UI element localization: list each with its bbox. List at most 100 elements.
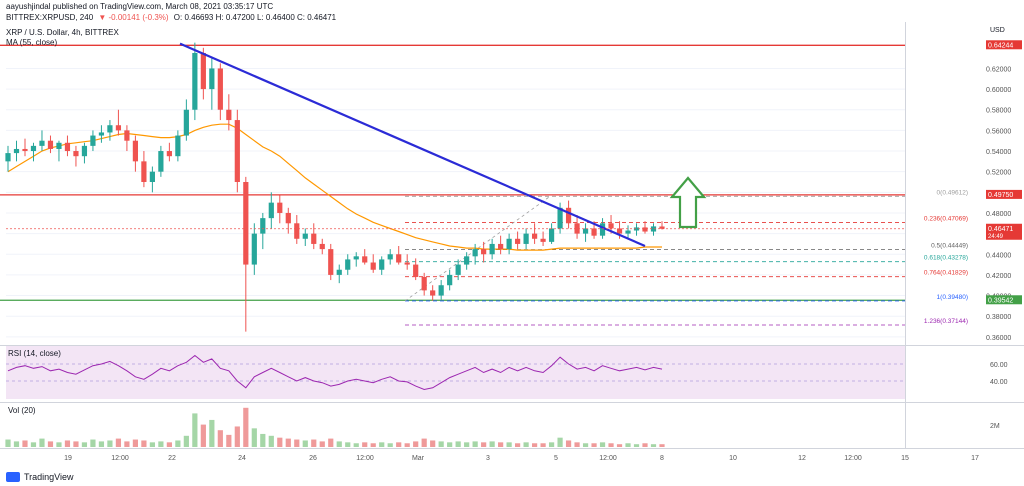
fib-label: 0.236(0.47069): [924, 216, 968, 223]
candle-body: [413, 264, 419, 277]
candle-body: [311, 233, 317, 244]
candle-body: [251, 233, 257, 265]
price-tag-value: 0.49750: [988, 192, 1013, 199]
candle-body: [260, 218, 266, 234]
volume-bar: [481, 442, 487, 447]
candle-body: [574, 223, 580, 234]
y-tick-label: 0.42000: [986, 273, 1011, 280]
volume-bar: [251, 428, 257, 447]
candle-body: [565, 207, 572, 224]
candle-body: [328, 249, 334, 275]
price-tag-value: 0.39542: [988, 297, 1013, 304]
volume-bar: [328, 438, 334, 447]
candle-body: [64, 142, 71, 152]
candle-body: [175, 135, 181, 157]
x-tick-label: 26: [309, 455, 317, 462]
candle-body: [226, 109, 232, 121]
volume-bar: [13, 441, 20, 447]
volume-bar: [616, 444, 623, 447]
x-tick-label: Mar: [412, 455, 425, 462]
symbol-text: BITTREX:XRPUSD, 240: [6, 13, 94, 22]
y-tick-label: 0.36000: [986, 335, 1011, 342]
candle-body: [379, 259, 385, 270]
rsi-label-text: RSI (14, close): [8, 349, 61, 358]
candle-body: [523, 233, 529, 244]
volume-bar: [183, 435, 189, 447]
candle-body: [625, 230, 631, 234]
candle-body: [616, 228, 623, 234]
volume-bar: [438, 441, 444, 447]
volume-bar: [22, 440, 28, 447]
price-tag: [986, 295, 1022, 305]
axis-divider: [905, 22, 906, 448]
volume-bar: [5, 439, 11, 447]
candle-body: [370, 262, 376, 270]
volume-bar: [404, 443, 410, 447]
candle-body: [396, 254, 402, 263]
volume-bar: [531, 443, 538, 447]
volume-bar: [599, 442, 606, 447]
volume-bar: [540, 443, 546, 447]
volume-bar: [574, 442, 580, 447]
candle-body: [73, 151, 79, 157]
price-tag-value: 0.46471: [988, 226, 1013, 233]
candle-body: [599, 223, 606, 236]
candle-body: [498, 243, 504, 250]
candle-body: [285, 212, 291, 224]
pane-divider: [0, 448, 1024, 449]
fib-label: 1.236(0.37144): [924, 318, 968, 325]
volume-bar: [319, 441, 325, 447]
x-tick-label: 12:00: [111, 455, 129, 462]
volume-bar: [302, 440, 308, 447]
volume-bar: [209, 419, 215, 447]
publish-line-text: aayushjindal published on TradingView.co…: [6, 2, 274, 11]
volume-bar: [149, 442, 155, 447]
candle-body: [107, 125, 113, 133]
candle-body: [430, 290, 436, 296]
candle-body: [56, 142, 62, 149]
candle-body: [124, 130, 130, 141]
candle-body: [319, 243, 325, 250]
candle-body: [455, 264, 461, 275]
volume-bar: [608, 443, 614, 447]
volume-bar: [115, 438, 122, 447]
volume-bar: [243, 407, 249, 447]
y-tick-label: 0.38000: [986, 314, 1011, 321]
volume-bar: [336, 441, 342, 447]
ma-legend: MA (55, close): [6, 38, 60, 47]
volume-bar: [413, 441, 419, 447]
volume-bar: [107, 440, 113, 447]
vol-tick-label: 2M: [990, 423, 1000, 430]
rsi-line: [7, 354, 663, 391]
candle-body: [438, 285, 444, 296]
fib-label: 0.5(0.44449): [931, 243, 968, 250]
y-tick-label: 0.62000: [986, 66, 1011, 73]
volume-bar: [464, 442, 470, 447]
x-tick-label: 3: [486, 455, 490, 462]
x-tick-label: 15: [901, 455, 909, 462]
price-tag: [986, 189, 1022, 199]
volume-bar: [362, 442, 368, 447]
candle-body: [192, 52, 198, 110]
price-tag-countdown: 24:49: [988, 234, 1004, 240]
candle-body: [268, 202, 274, 219]
volume-bar: [430, 440, 436, 447]
currency-text: USD: [990, 27, 1005, 34]
fib-label: 0.764(0.41829): [924, 270, 968, 277]
price-tag: [986, 223, 1022, 240]
volume-bar: [345, 442, 351, 447]
volume-bar: [277, 437, 283, 447]
y-tick-label: 0.60000: [986, 87, 1011, 94]
volume-bar: [582, 443, 589, 447]
currency-label: USD: [990, 27, 1008, 34]
change-text: ▼ -0.00141 (-0.3%): [98, 13, 169, 22]
x-tick-label: 17: [971, 455, 979, 462]
volume-bar: [39, 438, 45, 447]
y-tick-label: 0.44000: [986, 252, 1011, 259]
candle-body: [531, 233, 538, 239]
candle-body: [158, 151, 164, 172]
volume-bar: [396, 442, 402, 447]
candle-body: [294, 223, 300, 239]
candle-body: [141, 161, 147, 182]
